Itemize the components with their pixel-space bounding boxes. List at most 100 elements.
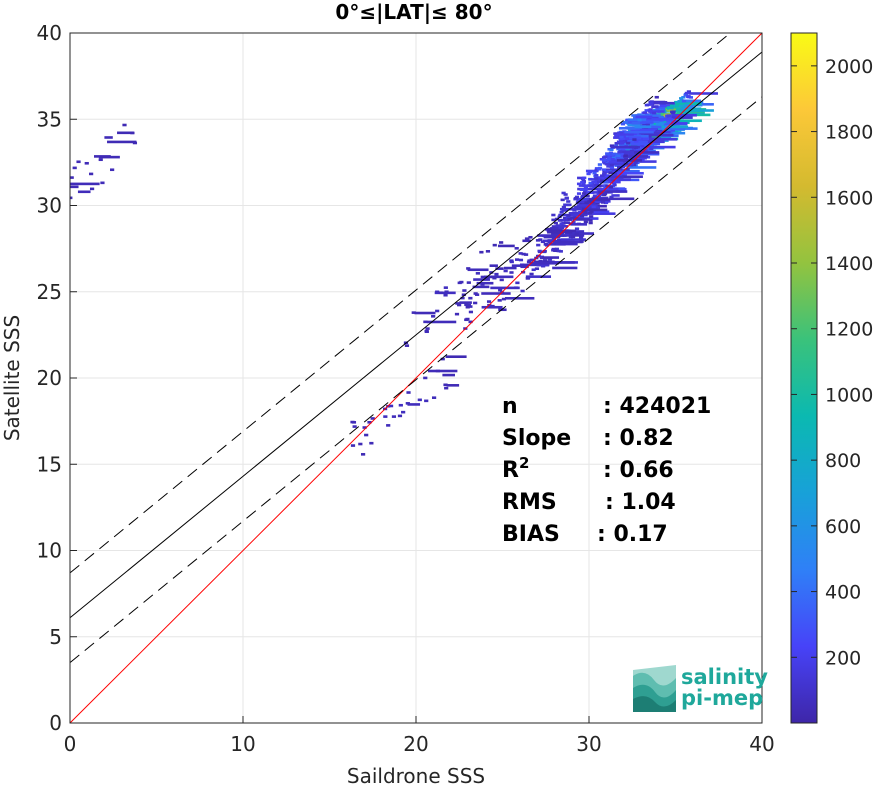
density-cell	[609, 197, 635, 201]
density-cell	[503, 266, 517, 270]
density-cell	[659, 131, 686, 135]
density-cell	[576, 182, 582, 186]
density-cell	[601, 158, 606, 162]
density-cell	[511, 264, 529, 267]
density-cell	[674, 104, 680, 107]
density-cell	[534, 267, 540, 271]
density-cell	[616, 140, 626, 144]
density-cell	[583, 185, 588, 189]
density-cell	[553, 221, 558, 225]
density-cell	[104, 136, 113, 139]
density-cell	[411, 311, 416, 314]
density-cell	[679, 97, 684, 100]
stats-value: : 0.17	[597, 522, 668, 547]
density-cell	[684, 91, 689, 95]
density-cell	[644, 133, 674, 137]
x-tick-label: 20	[403, 732, 428, 756]
density-cell	[425, 327, 430, 330]
density-cell	[686, 90, 691, 93]
density-cell	[614, 178, 631, 181]
density-cell	[616, 154, 621, 158]
density-cell	[677, 111, 682, 114]
density-cell	[499, 241, 504, 244]
density-cell	[641, 116, 646, 120]
density-cell	[594, 177, 599, 180]
density-cell	[632, 138, 637, 141]
density-cell	[626, 141, 631, 145]
density-cell	[613, 136, 622, 139]
density-cell	[110, 168, 115, 172]
density-cell	[591, 200, 609, 203]
density-cell	[578, 202, 600, 205]
density-cell	[522, 239, 531, 243]
density-cell	[666, 116, 671, 120]
density-cell	[557, 226, 562, 230]
density-cell	[634, 151, 660, 154]
density-cell	[649, 102, 654, 105]
density-cell	[618, 127, 640, 130]
density-cell	[647, 110, 665, 113]
density-cell	[70, 196, 73, 200]
density-cell	[551, 218, 556, 222]
density-cell	[582, 176, 587, 180]
density-cell	[627, 118, 658, 121]
density-cell	[673, 104, 691, 108]
density-cell	[688, 96, 694, 99]
y-tick-label: 20	[37, 366, 62, 390]
density-cell	[531, 268, 536, 272]
density-cell	[536, 263, 550, 267]
density-cell	[431, 396, 437, 400]
density-cell	[583, 188, 589, 191]
density-cell	[584, 201, 589, 204]
density-cell	[579, 188, 584, 192]
density-cell	[619, 141, 625, 145]
density-cell	[528, 235, 533, 239]
density-cell	[401, 410, 406, 414]
density-cell	[607, 157, 612, 161]
density-cell	[442, 373, 455, 377]
density-cell	[631, 121, 641, 125]
density-cell	[492, 243, 497, 247]
density-cell	[635, 115, 653, 119]
density-cell	[550, 227, 559, 230]
density-cell	[611, 152, 617, 156]
density-cell	[578, 216, 583, 220]
density-cell	[558, 213, 588, 217]
density-cell	[588, 219, 593, 222]
density-cell	[634, 152, 660, 156]
density-cell	[609, 195, 614, 199]
density-cell	[658, 125, 689, 129]
density-cell	[634, 140, 639, 144]
density-cell	[460, 296, 465, 300]
x-tick-label: 30	[576, 732, 601, 756]
density-cell	[570, 235, 576, 239]
density-cell	[636, 139, 658, 142]
density-cell	[580, 195, 585, 199]
density-cell	[486, 300, 492, 303]
colorbar-tick-label: 200	[825, 647, 861, 669]
density-cell	[588, 198, 610, 201]
density-cell	[591, 196, 609, 200]
density-cell	[659, 127, 664, 131]
density-cell	[435, 290, 440, 294]
density-cell	[574, 227, 580, 231]
density-cell	[608, 171, 613, 175]
density-cell	[561, 218, 566, 222]
density-cell	[599, 193, 604, 196]
density-cell	[689, 104, 694, 107]
density-cell	[572, 218, 590, 221]
density-cell	[540, 240, 545, 244]
density-cell	[573, 197, 595, 201]
stats-value: : 0.66	[603, 458, 674, 483]
density-cell	[489, 271, 494, 274]
density-cell	[655, 122, 665, 126]
density-cell	[457, 303, 462, 307]
density-cell	[481, 305, 503, 309]
density-cell	[662, 114, 667, 118]
density-cell	[504, 296, 535, 300]
stats-value: : 1.04	[605, 490, 676, 515]
density-cell	[646, 118, 672, 121]
density-cell	[585, 194, 590, 198]
density-cell	[398, 403, 403, 407]
y-tick-label: 0	[49, 711, 62, 735]
